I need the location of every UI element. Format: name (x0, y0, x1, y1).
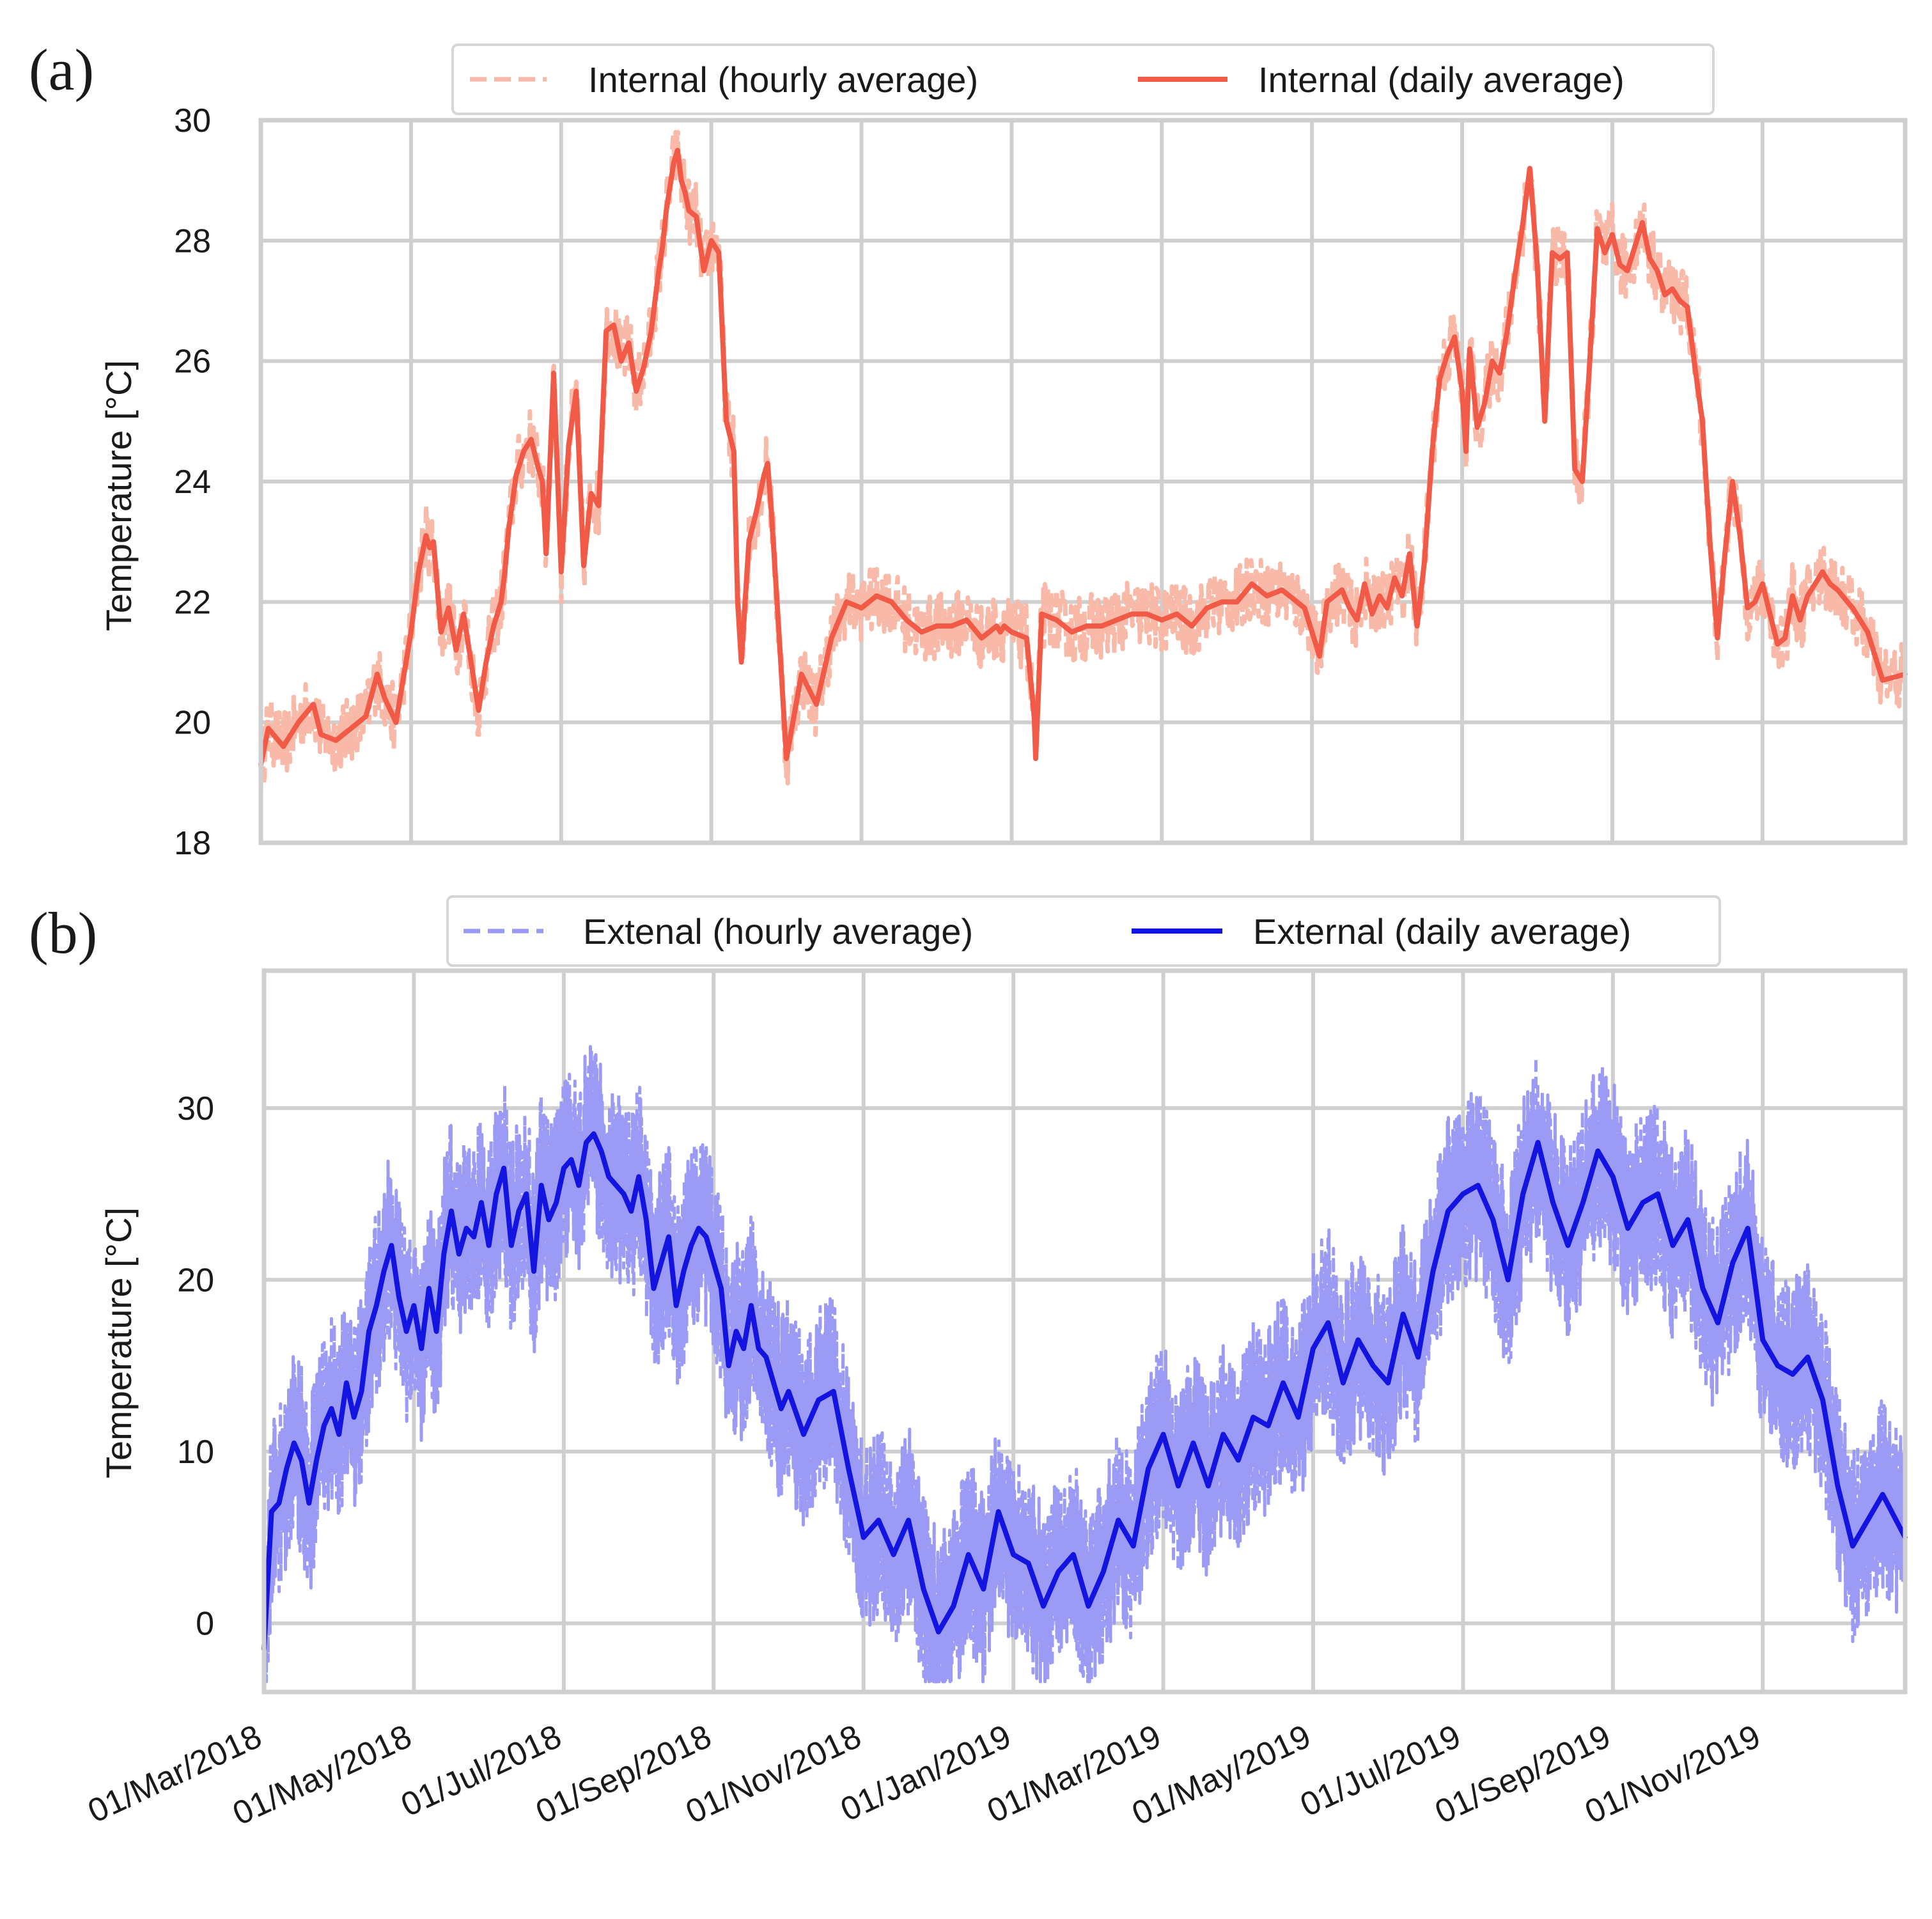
y-tick-label-a-2: 22 (174, 584, 211, 621)
y-tick-label-b-3: 30 (177, 1090, 214, 1127)
legend-hourly-external-label: Extenal (hourly average) (583, 911, 973, 952)
y-tick-label-a-6: 30 (174, 102, 211, 139)
panel-a-gridlines (261, 118, 1905, 843)
panel-b-y-ticks: 0 10 20 30 (177, 1090, 214, 1643)
panel-b-external-chart: (b) 0 10 20 30 Temperature [°C] Extenal (ho… (29, 895, 1908, 1695)
panel-b-series (261, 1045, 1908, 1684)
panel-a-label: (a) (29, 37, 94, 102)
y-tick-label-a-1: 20 (174, 705, 211, 742)
panel-b-label: (b) (29, 900, 97, 966)
y-tick-label-a-5: 28 (174, 223, 211, 260)
panel-a-legend-box (451, 43, 1715, 115)
panel-b-ylabel: Temperature [°C] (98, 1207, 139, 1478)
y-tick-label-b-0: 0 (196, 1606, 214, 1643)
panel-b-legend-box (446, 895, 1721, 967)
panel-a-y-ticks: 18 20 22 24 26 28 30 (174, 102, 211, 862)
panel-a-ylabel: Temperature [°C] (98, 360, 139, 631)
y-tick-label-a-3: 24 (174, 464, 211, 501)
panel-a-frame (258, 118, 1908, 845)
y-tick-label-a-4: 26 (174, 343, 211, 380)
panel-a-legend: Internal (hourly average) Internal (dail… (451, 43, 1715, 115)
panel-b-frame (261, 968, 1908, 1695)
legend-daily-internal-label: Internal (daily average) (1258, 59, 1624, 100)
legend-hourly-internal-label: Internal (hourly average) (588, 59, 978, 100)
series-external-hourly (262, 1045, 1907, 1684)
panel-a-internal-chart: (a) 18 20 22 24 26 28 30 Temperature [°C] Inte… (29, 37, 1908, 862)
x-axis-tick-labels: 01/Mar/201801/May/201801/Jul/201801/Sep/… (82, 1718, 1766, 1833)
series-internal-daily (258, 148, 1908, 767)
y-tick-label-a-0: 18 (174, 825, 211, 862)
y-tick-label-b-1: 10 (177, 1434, 214, 1471)
panel-a-series (258, 130, 1908, 792)
legend-daily-external-label: External (daily average) (1253, 911, 1631, 952)
y-tick-label-b-2: 20 (177, 1262, 214, 1299)
series-external-daily (261, 1131, 1908, 1652)
panel-b-legend: Extenal (hourly average) External (daily… (446, 895, 1721, 967)
series-internal-hourly (258, 130, 1908, 792)
